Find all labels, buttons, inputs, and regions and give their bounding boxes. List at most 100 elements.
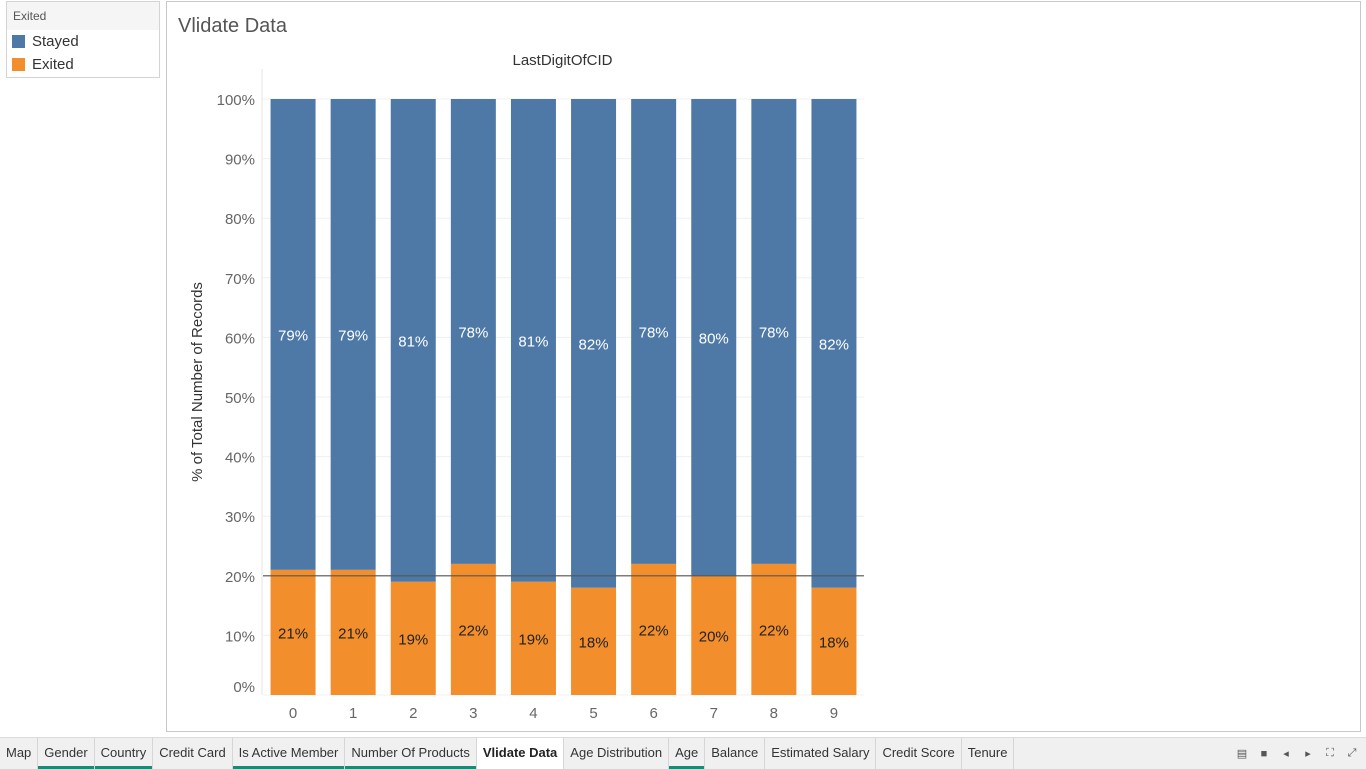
bar-exited [270,569,316,695]
tab-vlidate-data[interactable]: Vlidate Data [476,738,565,769]
bar-stayed [270,99,316,570]
tab-gender[interactable]: Gender [38,738,95,769]
tab-credit-score[interactable]: Credit Score [876,738,962,769]
tab-label: Estimated Salary [771,745,870,760]
x-tick-label: 9 [830,705,838,722]
sheet-tab-bar: Map Gender Country Credit Card Is Active Mem… [0,737,1366,769]
fit-screen-icon[interactable]: ⛶ [1326,747,1334,759]
tab-label: Vlidate Data [482,745,558,760]
data-label-exited: 22% [458,622,488,639]
x-tick-label: 6 [649,705,657,722]
tab-balance[interactable]: Balance [705,738,766,769]
tab-is-active-member[interactable]: Is Active Member [232,738,346,769]
next-sheet-icon[interactable]: ▸ [1305,748,1311,760]
bar-exited [571,587,617,695]
tab-label: Country [100,745,147,760]
bar-exited [751,563,797,695]
data-label-exited: 21% [278,625,308,642]
x-tick-label: 7 [710,705,718,722]
x-tick-label: 5 [589,705,597,722]
bar-stayed [691,99,737,576]
x-tick-label: 8 [770,705,778,722]
tab-label: Balance [711,745,759,760]
show-filmstrip-icon[interactable]: ▤ [1236,748,1248,760]
bar-stayed [330,99,376,570]
y-axis-title: % of Total Number of Records [189,282,206,482]
bar-exited [510,581,556,695]
bar-stayed [631,99,677,564]
sheet-title: Vlidate Data [178,15,287,37]
tab-country[interactable]: Country [94,738,154,769]
x-tick-label: 0 [289,705,297,722]
data-label-stayed: 80% [699,330,729,347]
bar-stayed [811,99,857,588]
data-label-stayed: 79% [338,327,368,344]
tab-estimated-salary[interactable]: Estimated Salary [765,738,877,769]
tab-age-distribution[interactable]: Age Distribution [564,738,670,769]
data-label-stayed: 82% [819,336,849,353]
data-label-exited: 19% [518,631,548,648]
tab-label: Age [675,745,699,760]
sheet-tabs: Map Gender Country Credit Card Is Active Mem… [0,738,1015,769]
y-tick-label: 10% [225,628,255,645]
data-label-stayed: 78% [458,324,488,341]
bar-exited [691,575,737,695]
data-label-stayed: 78% [639,324,669,341]
y-tick-label: 0% [233,679,255,696]
data-label-stayed: 78% [759,324,789,341]
legend-label-exited: Exited [32,56,74,73]
legend-item-exited[interactable]: Exited [7,53,159,76]
data-label-exited: 22% [639,622,669,639]
tab-label: Gender [44,745,88,760]
data-label-exited: 21% [338,625,368,642]
data-label-stayed: 79% [278,327,308,344]
tab-label: Number Of Products [351,745,470,760]
x-tick-label: 1 [349,705,357,722]
tab-tenure[interactable]: Tenure [962,738,1015,769]
tab-label: Credit Score [882,745,955,760]
data-label-stayed: 81% [518,333,548,350]
legend-swatch-exited [12,58,25,71]
previous-sheet-icon[interactable]: ◂ [1283,748,1289,760]
y-tick-label: 100% [217,92,255,109]
data-label-exited: 18% [579,634,609,651]
bar-exited [330,569,376,695]
y-tick-label: 30% [225,509,255,526]
y-tick-label: 70% [225,271,255,288]
tab-label: Credit Card [159,745,226,760]
tab-label: Is Active Member [238,745,339,760]
chart-title: LastDigitOfCID [512,52,612,69]
bar-stayed [571,99,617,588]
y-tick-label: 20% [225,569,255,586]
bar-stayed [390,99,436,582]
show-tabs-icon[interactable]: ■ [1260,747,1268,760]
tab-credit-card[interactable]: Credit Card [153,738,233,769]
bar-exited [631,563,677,695]
x-tick-label: 2 [409,705,417,722]
data-label-stayed: 81% [398,333,428,350]
legend-item-stayed[interactable]: Stayed [7,30,159,53]
bar-exited [390,581,436,695]
legend-title: Exited [7,2,159,30]
bar-exited [811,587,857,695]
bar-stayed [450,99,496,564]
bar-stayed [751,99,797,564]
tab-age[interactable]: Age [669,738,706,769]
tab-label: Tenure [967,745,1008,760]
y-tick-label: 40% [225,450,255,467]
tab-number-of-products[interactable]: Number Of Products [345,738,477,769]
data-label-exited: 20% [699,628,729,645]
legend-swatch-stayed [12,35,25,48]
tab-map[interactable]: Map [0,738,39,769]
color-legend: Exited Stayed Exited [6,1,160,78]
x-tick-label: 3 [469,705,477,722]
y-tick-label: 90% [225,152,255,169]
y-tick-label: 80% [225,211,255,228]
tab-label: Map [6,745,32,760]
bar-exited [450,563,496,695]
data-label-stayed: 82% [579,336,609,353]
fullscreen-icon[interactable]: ⤢ [1347,747,1357,759]
tab-label: Age Distribution [570,745,663,760]
legend-label-stayed: Stayed [32,33,79,50]
x-tick-label: 4 [529,705,537,722]
